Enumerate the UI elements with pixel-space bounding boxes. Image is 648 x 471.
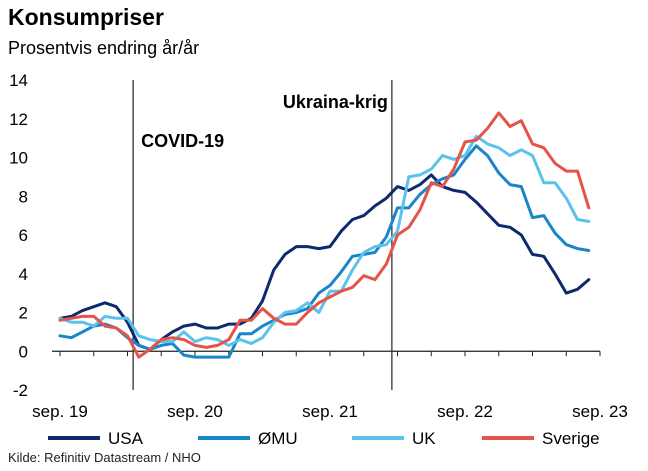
event-label-ukraine: Ukraina-krig <box>283 92 388 112</box>
y-tick-label: 4 <box>19 265 28 284</box>
series-lines <box>58 111 591 359</box>
legend-label: UK <box>412 429 436 448</box>
y-axis: -2 0 2 4 6 8 10 12 14 <box>9 71 28 400</box>
y-tick-label: 6 <box>19 226 28 245</box>
legend: USA ØMU UK Sverige <box>48 429 600 448</box>
chart-subtitle: Prosentvis endring år/år <box>8 38 200 58</box>
legend-label: Sverige <box>542 429 600 448</box>
x-tick-label: sep. 20 <box>167 402 223 421</box>
x-tick-label: sep. 19 <box>32 402 88 421</box>
y-tick-label: 2 <box>19 304 28 323</box>
y-tick-label: 8 <box>19 187 28 206</box>
y-tick-label: -2 <box>13 381 28 400</box>
source-note: Kilde: Refinitiv Datastream / NHO <box>8 450 201 465</box>
event-markers: COVID-19 Ukraina-krig <box>132 80 393 390</box>
y-tick-label: 10 <box>9 149 28 168</box>
legend-label: ØMU <box>258 429 298 448</box>
y-tick-label: 14 <box>9 71 28 90</box>
event-label-covid: COVID-19 <box>141 131 224 151</box>
series-line-ømu <box>58 144 591 359</box>
series-line-sverige <box>58 111 591 359</box>
legend-label: USA <box>108 429 144 448</box>
y-tick-label: 12 <box>9 110 28 129</box>
series-line-usa <box>58 173 591 351</box>
y-tick-label: 0 <box>19 342 28 361</box>
x-tick-label: sep. 22 <box>437 402 493 421</box>
x-tick-label: sep. 21 <box>302 402 358 421</box>
x-tick-label: sep. 23 <box>572 402 628 421</box>
chart-title: Konsumpriser <box>8 4 164 30</box>
series-line-uk <box>58 134 591 347</box>
x-axis: sep. 19 sep. 20 sep. 21 sep. 22 sep. 23 <box>32 350 628 421</box>
